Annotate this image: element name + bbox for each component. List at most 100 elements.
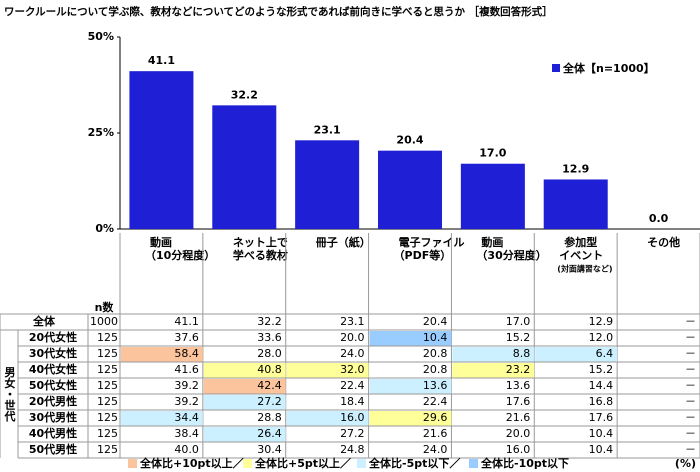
value-label: 20.4 [396,134,423,147]
cell-value: 6.4 [596,347,614,360]
x-tick-label: その他 [647,235,680,249]
row-n: 125 [97,363,118,376]
cell-value: 16.0 [340,411,365,424]
cell-value: － [685,331,696,344]
legend-label: 全体比-5pt以下／ [368,456,460,470]
x-tick-label: （10分程度） [145,248,215,262]
cell-highlight [286,411,369,426]
legend-swatch [357,459,366,468]
cell-value: 21.6 [423,427,448,440]
x-tick-label: ネット上で [233,235,288,249]
legend-swatch [128,459,137,468]
cell-value: 24.8 [340,443,365,456]
cell-value: 14.4 [589,379,614,392]
value-label: 0.0 [649,212,669,225]
x-tick-label: 動画 [150,235,172,249]
bar [460,163,525,229]
table-header: n数 [95,300,115,314]
row-n: 125 [97,395,118,408]
cell-value: － [685,395,696,408]
value-label: 17.0 [479,147,506,160]
cell-value: 20.0 [340,331,365,344]
cell-value: 12.9 [589,315,614,328]
value-label: 12.9 [562,162,589,175]
row-label: 50代女性 [29,378,77,392]
cell-value: － [685,347,696,360]
cell-value: 30.4 [257,443,282,456]
x-tick-label: (対面講習など) [557,264,612,274]
legend-swatch [469,459,478,468]
row-label: 20代女性 [29,330,77,344]
cell-value: 13.6 [506,379,531,392]
x-tick-label: イベント [559,249,603,262]
cell-value: 15.2 [506,331,531,344]
bar [129,71,194,230]
cell-value: 22.4 [423,395,448,408]
cell-highlight [369,331,452,346]
y-tick-label: 0% [95,222,114,235]
cell-value: 34.4 [174,411,199,424]
x-tick-label: 電子ファイル [399,236,465,249]
cell-value: 20.8 [423,347,448,360]
row-label: 30代男性 [29,410,77,424]
legend-label: 全体【n=1000】 [562,61,655,75]
legend-label: 全体比+10pt以上／ [139,456,244,470]
bar [543,179,608,229]
cell-value: 24.0 [340,347,365,360]
cell-value: 28.8 [257,411,282,424]
legend-label: 全体比+5pt以上／ [254,456,351,470]
cell-highlight [121,347,203,362]
row-n: 125 [97,347,118,360]
cell-value: － [685,315,696,328]
row-label: 全体 [32,314,56,328]
cell-highlight [121,411,203,426]
value-label: 41.1 [148,54,175,67]
cell-value: 23.2 [506,363,531,376]
cell-value: 20.0 [506,427,531,440]
cell-value: 32.0 [340,363,365,376]
cell-value: 22.4 [340,379,365,392]
bar [378,150,442,229]
cell-value: 17.6 [589,411,614,424]
cell-value: 33.6 [257,331,282,344]
value-label: 32.2 [231,88,258,101]
cell-value: 10.4 [589,443,614,456]
cell-value: 37.6 [174,331,199,344]
y-tick-label: 25% [88,126,114,139]
cell-value: 13.6 [423,379,448,392]
cell-highlight [369,379,452,394]
unit-label: (%) [675,457,696,470]
cell-value: 29.6 [423,411,448,424]
row-n: 125 [97,411,118,424]
cell-value: 58.4 [174,347,199,360]
cell-value: 40.0 [174,443,199,456]
x-tick-label: 冊子（紙） [316,235,371,249]
bar [212,105,277,229]
cell-value: 41.1 [174,315,199,328]
cell-highlight [369,411,452,426]
cell-value: 8.8 [513,347,531,360]
x-tick-label: 参加型 [564,235,597,249]
cell-value: 20.8 [423,363,448,376]
row-n: 1000 [90,315,118,328]
cell-value: 20.4 [423,315,448,328]
row-n: 125 [97,443,118,456]
row-label: 40代女性 [29,362,77,376]
cell-value: 17.6 [506,395,531,408]
legend-swatch [243,459,252,468]
cell-highlight [203,363,286,378]
cell-value: 27.2 [340,427,365,440]
cell-value: 39.2 [174,395,199,408]
cell-value: 21.6 [506,411,531,424]
cell-value: 28.0 [257,347,282,360]
group-label: 男女・世代 [3,366,17,422]
cell-value: － [685,379,696,392]
cell-highlight [203,395,286,410]
cell-value: － [685,363,696,376]
legend-swatch [552,64,560,72]
cell-value: 39.2 [174,379,199,392]
cell-highlight [203,427,286,442]
value-label: 23.1 [314,123,341,136]
x-tick-label: 動画 [481,235,503,249]
